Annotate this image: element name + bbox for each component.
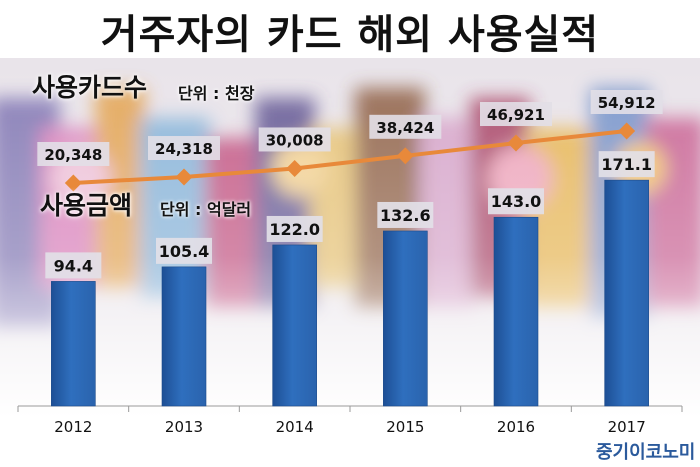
x-tick-label-2013: 2013 [165,418,203,436]
bar-label-2015: 132.6 [380,206,431,225]
bar-label-bg-2016 [488,188,544,215]
legend-amount-unit: 단위 : 억달러 [160,200,252,219]
line-label-bg-2014 [258,127,331,152]
line-point-2012 [64,174,82,192]
bar-label-2013: 105.4 [159,242,210,261]
bar-2013 [161,266,207,407]
bar-label-bg-2015 [377,201,434,228]
legend-amount-label: 사용금액 [40,191,133,220]
line-point-2017 [618,122,636,140]
line-label-2016: 46,921 [487,106,545,124]
line-label-2015: 38,424 [376,119,434,137]
line-point-2014 [286,159,304,177]
title-band [0,0,700,58]
bar-label-bg-2012 [45,252,102,279]
bar-label-2012: 94.4 [54,256,93,275]
line-point-2013 [175,168,193,186]
bar-2017 [604,179,649,407]
line-series-cards [73,129,627,185]
line-label-bg-2016 [480,102,552,127]
bar-2015 [383,230,428,407]
brand-logo-text: 중기이코노미 [596,442,696,463]
x-tick-label-2012: 2012 [54,418,92,436]
line-label-2013: 24,318 [155,140,213,158]
chart-title: 거주자의 카드 해외 사용실적 [100,12,600,58]
bar-label-bg-2017 [598,151,655,178]
bar-2016 [493,216,539,407]
line-label-2012: 20,348 [44,146,102,164]
x-tick-label-2014: 2014 [276,418,314,436]
legend-cards-label: 사용카드수 [32,73,148,102]
line-label-bg-2013 [148,136,220,161]
bar-label-bg-2013 [156,237,212,264]
legend-cards-unit: 단위 : 천장 [178,84,255,103]
bar-label-2016: 143.0 [491,192,542,211]
bar-label-2014: 122.0 [269,220,320,239]
x-tick-label-2017: 2017 [608,418,646,436]
line-label-bg-2017 [590,90,663,114]
bar-label-bg-2014 [266,215,323,242]
line-label-2017: 54,912 [598,94,656,112]
line-label-bg-2015 [369,114,442,139]
line-label-2014: 30,008 [266,131,324,149]
line-label-bg-2012 [37,142,110,166]
x-tick-label-2015: 2015 [386,418,424,436]
line-point-2015 [396,147,414,165]
bar-2012 [51,281,96,407]
bar-2014 [272,244,317,407]
x-tick-label-2016: 2016 [497,418,535,436]
line-point-2016 [507,134,525,152]
bar-label-2017: 171.1 [601,155,652,174]
